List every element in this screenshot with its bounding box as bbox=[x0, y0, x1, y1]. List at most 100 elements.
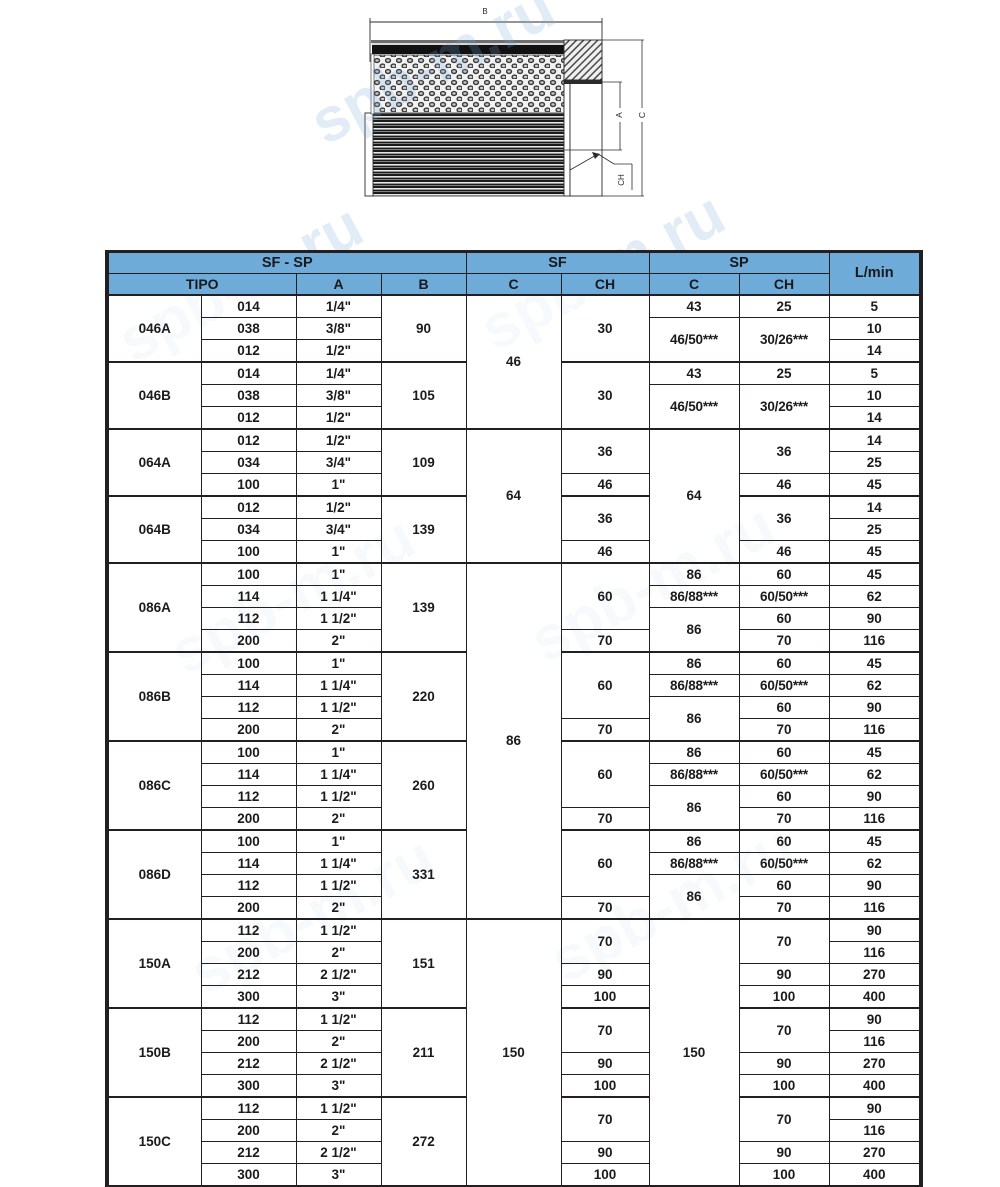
cell-sf-ch: 100 bbox=[560, 1163, 650, 1187]
cell-a: 3" bbox=[295, 1163, 382, 1187]
cell-code: 112 bbox=[200, 918, 297, 942]
table-row: 114 1 1/4" 86/88*** 60/50*** 62 bbox=[108, 674, 922, 697]
cell-code: 100 bbox=[200, 740, 297, 764]
cell-lmin: 400 bbox=[828, 1163, 922, 1187]
cell-code: 012 bbox=[200, 339, 297, 363]
cell-sp-c: 46/50*** bbox=[648, 384, 740, 430]
dimension-c: C bbox=[602, 39, 647, 197]
cell-lmin: 5 bbox=[828, 294, 922, 318]
cell-sp-ch: 70 bbox=[738, 918, 830, 964]
cell-a: 1 1/2" bbox=[295, 874, 382, 897]
cell-code: 114 bbox=[200, 674, 297, 697]
header-col-c-5: C bbox=[648, 273, 740, 296]
table-row: 112 1 1/2" 86 60 90 bbox=[108, 874, 922, 920]
cell-lmin: 14 bbox=[828, 406, 922, 430]
cell-sf-ch: 70 bbox=[560, 807, 650, 831]
cell-sp-ch: 30/26*** bbox=[738, 317, 830, 363]
table-row: 064A 012 1/2" 109 64 36 64 36 14 bbox=[107, 428, 922, 564]
dimension-b-label: B bbox=[482, 7, 487, 16]
cell-a: 1/2" bbox=[295, 339, 382, 363]
table-row: 114 1 1/4" 86/88*** 60/50*** 62 bbox=[108, 585, 922, 608]
table-row: 038 3/8" 46/50*** 30/26*** 10 bbox=[108, 317, 922, 363]
cell-lmin: 116 bbox=[828, 629, 922, 653]
cell-code: 034 bbox=[200, 518, 297, 541]
cell-tipo: 046B bbox=[107, 361, 202, 430]
cell-sp-c: 86 bbox=[648, 696, 740, 742]
cell-code: 200 bbox=[200, 1119, 297, 1142]
cell-sf-ch: 70 bbox=[560, 918, 650, 964]
cell-sp-ch: 36 bbox=[738, 495, 830, 541]
cell-b: 211 bbox=[380, 1007, 467, 1098]
cell-lmin: 116 bbox=[828, 896, 922, 920]
cell-a: 1 1/2" bbox=[295, 696, 382, 719]
table-row: 114 1 1/4" 86/88*** 60/50*** 62 bbox=[108, 852, 922, 875]
cell-sp-c: 86 bbox=[648, 740, 740, 764]
cell-lmin: 62 bbox=[828, 763, 922, 786]
table-row: 112 1 1/2" 86 60 90 bbox=[108, 785, 922, 831]
header-group-sp: SP bbox=[648, 252, 830, 274]
cell-sf-c: 64 bbox=[465, 428, 562, 564]
header-row-2: TIPO A B C CH C CH bbox=[107, 273, 920, 296]
cell-a: 2" bbox=[295, 718, 382, 742]
cell-sf-ch: 90 bbox=[560, 1141, 650, 1164]
cell-sp-ch: 60/50*** bbox=[738, 763, 830, 786]
cell-sf-c: 86 bbox=[465, 562, 562, 920]
cell-sp-c: 46/50*** bbox=[648, 317, 740, 363]
cell-sp-c: 86/88*** bbox=[648, 852, 740, 875]
header-col-a-1: A bbox=[295, 273, 382, 296]
cell-a: 3" bbox=[295, 1074, 382, 1098]
cell-sf-ch: 36 bbox=[560, 495, 650, 541]
cell-a: 2 1/2" bbox=[295, 1052, 382, 1075]
cell-a: 3" bbox=[295, 985, 382, 1009]
cell-lmin: 400 bbox=[828, 1074, 922, 1098]
cell-sp-c: 86 bbox=[648, 874, 740, 920]
table-row: 034 3/4" 25 bbox=[108, 518, 922, 541]
cell-a: 1" bbox=[295, 651, 382, 675]
cell-a: 1/4" bbox=[295, 294, 382, 318]
cell-code: 038 bbox=[200, 384, 297, 407]
cell-code: 112 bbox=[200, 874, 297, 897]
cell-lmin: 90 bbox=[828, 1007, 922, 1031]
cell-sf-ch: 60 bbox=[560, 651, 650, 719]
header-col-ch-6: CH bbox=[738, 273, 830, 296]
cell-sp-ch: 100 bbox=[738, 1163, 830, 1187]
cell-sf-ch: 70 bbox=[560, 1096, 650, 1142]
cell-sp-ch: 90 bbox=[738, 963, 830, 986]
table-row: 212 2 1/2" 90 90 270 bbox=[108, 963, 922, 986]
table-row: 046B 014 1/4" 105 30 43 25 5 bbox=[107, 361, 922, 430]
cell-lmin: 400 bbox=[828, 985, 922, 1009]
cell-lmin: 116 bbox=[828, 1119, 922, 1142]
table-row: 086C 100 1" 260 60 86 60 45 bbox=[107, 740, 922, 831]
cell-lmin: 25 bbox=[828, 518, 922, 541]
cell-a: 2" bbox=[295, 896, 382, 920]
table-row: 034 3/4" 25 bbox=[108, 451, 922, 474]
cell-code: 012 bbox=[200, 495, 297, 519]
cell-code: 100 bbox=[200, 562, 297, 586]
dimension-a-label: A bbox=[614, 112, 624, 118]
filter-cartridge-drawing: B A bbox=[364, 5, 647, 197]
cell-sp-c: 64 bbox=[648, 428, 740, 564]
table-row: 114 1 1/4" 86/88*** 60/50*** 62 bbox=[108, 763, 922, 786]
cell-code: 100 bbox=[200, 829, 297, 853]
cell-tipo: 064A bbox=[107, 428, 202, 497]
cell-lmin: 14 bbox=[828, 428, 922, 452]
header-group-l-min: L/min bbox=[828, 252, 922, 296]
cell-b: 139 bbox=[380, 562, 467, 653]
cell-a: 1" bbox=[295, 540, 382, 564]
cell-b: 139 bbox=[380, 495, 467, 564]
cell-a: 1 1/2" bbox=[295, 1096, 382, 1120]
dimension-c-label: C bbox=[637, 112, 647, 118]
cell-code: 114 bbox=[200, 763, 297, 786]
cell-code: 112 bbox=[200, 1007, 297, 1031]
cell-a: 1 1/4" bbox=[295, 585, 382, 608]
cell-sp-c: 150 bbox=[648, 918, 740, 1187]
cell-lmin: 270 bbox=[828, 1141, 922, 1164]
cell-lmin: 10 bbox=[828, 384, 922, 407]
table-row: 212 2 1/2" 90 90 270 bbox=[108, 1052, 922, 1075]
cell-sf-ch: 60 bbox=[560, 829, 650, 897]
cell-lmin: 5 bbox=[828, 361, 922, 385]
cell-lmin: 45 bbox=[828, 651, 922, 675]
cell-tipo: 086A bbox=[107, 562, 202, 653]
cell-code: 300 bbox=[200, 985, 297, 1009]
table-row: 112 1 1/2" 86 60 90 bbox=[108, 607, 922, 653]
